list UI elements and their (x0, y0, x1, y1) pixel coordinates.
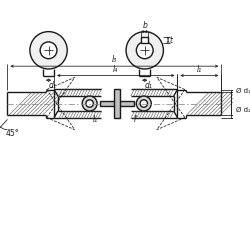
Circle shape (82, 96, 97, 111)
Text: d₁: d₁ (48, 81, 56, 90)
Bar (100, 101, 134, 106)
Text: Ø d₂: Ø d₂ (236, 107, 250, 113)
Text: d₁: d₁ (144, 81, 152, 90)
Text: l₁: l₁ (197, 65, 202, 74)
Text: Ø d₁: Ø d₁ (236, 88, 250, 94)
Text: t: t (170, 36, 173, 44)
Bar (141, 37, 148, 43)
Circle shape (136, 42, 153, 59)
Circle shape (40, 42, 57, 59)
Text: 45°: 45° (6, 129, 19, 138)
Circle shape (30, 32, 67, 69)
Circle shape (126, 32, 164, 69)
Text: l₄: l₄ (113, 65, 118, 74)
Text: l₁: l₁ (93, 115, 98, 124)
Circle shape (136, 96, 151, 111)
Circle shape (86, 100, 94, 107)
Text: b: b (142, 21, 147, 30)
Bar (114, 88, 119, 118)
Text: l₃: l₃ (112, 55, 117, 64)
Text: l': l' (134, 115, 138, 124)
Circle shape (140, 100, 147, 107)
